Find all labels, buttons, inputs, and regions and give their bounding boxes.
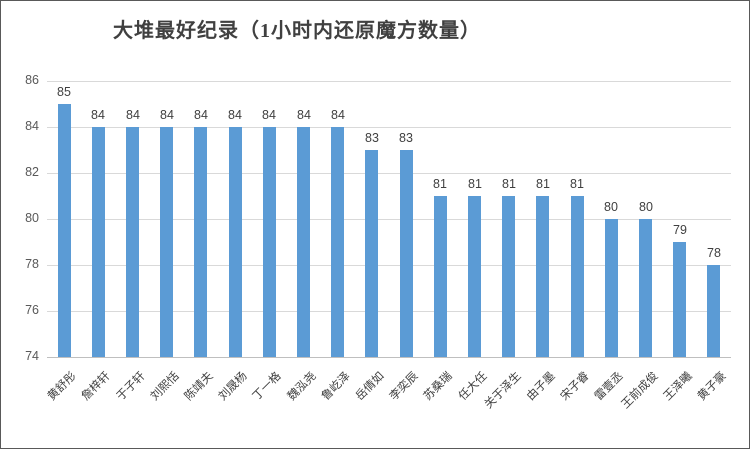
y-tick-label: 74 [25, 349, 39, 363]
gridline [47, 127, 731, 128]
y-tick-label: 86 [25, 73, 39, 87]
bar-value-label: 83 [399, 131, 413, 145]
y-tick-label: 78 [25, 257, 39, 271]
bar-关于泽生 [502, 196, 515, 357]
bar-王泽曦 [673, 242, 686, 357]
bar-value-label: 84 [126, 108, 140, 122]
bar-魏泓尧 [297, 127, 310, 357]
bar-由子墨 [536, 196, 549, 357]
bar-詹梓轩 [92, 127, 105, 357]
bar-value-label: 78 [707, 246, 721, 260]
bar-value-label: 81 [502, 177, 516, 191]
bar-value-label: 84 [262, 108, 276, 122]
y-tick-label: 84 [25, 119, 39, 133]
gridline [47, 265, 731, 266]
gridline [47, 173, 731, 174]
bar-宋子睿 [571, 196, 584, 357]
x-axis-line [47, 357, 731, 358]
bar-鲁屹泽 [331, 127, 344, 357]
bar-苏桑瑞 [434, 196, 447, 357]
bar-value-label: 81 [570, 177, 584, 191]
bar-李奕辰 [400, 150, 413, 357]
bar-value-label: 84 [194, 108, 208, 122]
bar-value-label: 84 [91, 108, 105, 122]
bar-value-label: 84 [228, 108, 242, 122]
bar-刘熙恬 [160, 127, 173, 357]
bar-丁一格 [263, 127, 276, 357]
bar-value-label: 79 [673, 223, 687, 237]
bar-value-label: 81 [536, 177, 550, 191]
gridline [47, 311, 731, 312]
bar-value-label: 81 [468, 177, 482, 191]
y-tick-label: 80 [25, 211, 39, 225]
bar-岳倩如 [365, 150, 378, 357]
bar-value-label: 84 [297, 108, 311, 122]
bar-于子轩 [126, 127, 139, 357]
chart-title: 大堆最好纪录（1小时内还原魔方数量） [113, 20, 481, 42]
bar-value-label: 81 [433, 177, 447, 191]
bar-王前成俊 [639, 219, 652, 357]
y-tick-label: 76 [25, 303, 39, 317]
bar-value-label: 80 [639, 200, 653, 214]
gridline [47, 81, 731, 82]
bar-value-label: 80 [604, 200, 618, 214]
bar-任大任 [468, 196, 481, 357]
gridline [47, 219, 731, 220]
y-tick-label: 82 [25, 165, 39, 179]
bar-刘晟杨 [229, 127, 242, 357]
bar-陈靖夫 [194, 127, 207, 357]
bar-value-label: 84 [160, 108, 174, 122]
bar-雷壹丞 [605, 219, 618, 357]
bar-黄子豪 [707, 265, 720, 357]
bar-value-label: 83 [365, 131, 379, 145]
bar-黄舒彤 [58, 104, 71, 357]
bar-value-label: 84 [331, 108, 345, 122]
bar-value-label: 85 [57, 85, 71, 99]
